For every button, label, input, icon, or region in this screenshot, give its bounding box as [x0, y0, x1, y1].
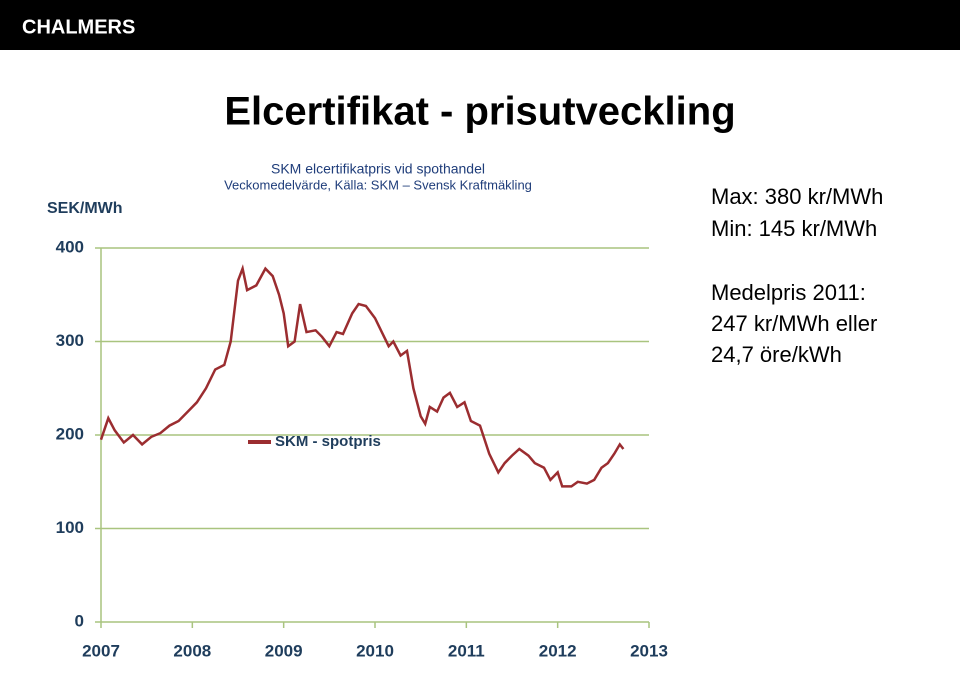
- legend-label: SKM - spotpris: [275, 433, 381, 450]
- logo: CHALMERS: [22, 16, 135, 38]
- header-bar: [0, 0, 960, 50]
- data-line: [99, 264, 625, 488]
- note: Medelpris 2011:: [711, 280, 866, 305]
- x-tick-label: 2010: [356, 641, 394, 660]
- slide-title: Elcertifikat - prisutveckling: [224, 90, 735, 134]
- chart-title: SKM elcertifikatpris vid spothandel: [271, 161, 485, 177]
- x-tick-label: 2013: [630, 641, 668, 660]
- y-tick-label: 200: [56, 424, 84, 443]
- x-tick-label: 2012: [539, 641, 577, 660]
- x-tick-label: 2008: [173, 641, 211, 660]
- y-axis-label: SEK/MWh: [47, 200, 123, 217]
- chart-subtitle: Veckomedelvärde, Källa: SKM – Svensk Kra…: [224, 177, 532, 192]
- note: Min: 145 kr/MWh: [711, 216, 877, 241]
- note: Max: 380 kr/MWh: [711, 184, 883, 209]
- x-tick-label: 2009: [265, 641, 303, 660]
- note: 247 kr/MWh eller: [711, 311, 877, 336]
- y-tick-label: 100: [56, 518, 84, 537]
- x-tick-label: 2007: [82, 641, 120, 660]
- note: 24,7 öre/kWh: [711, 342, 842, 367]
- y-tick-label: 400: [56, 237, 84, 256]
- y-tick-label: 0: [75, 611, 84, 630]
- x-tick-label: 2011: [448, 641, 485, 660]
- y-tick-label: 300: [56, 331, 84, 350]
